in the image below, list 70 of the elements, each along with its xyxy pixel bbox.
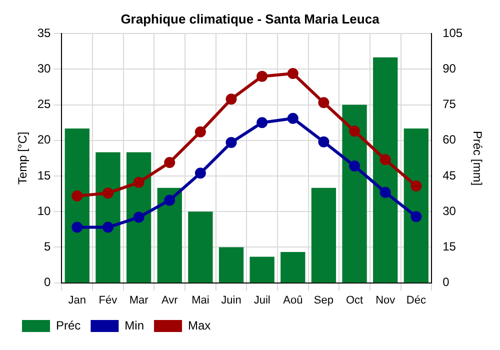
bar <box>64 128 90 283</box>
bar <box>373 57 398 283</box>
point <box>318 136 330 148</box>
y-tick-label: 10 <box>37 204 52 218</box>
point <box>194 126 206 138</box>
bar <box>342 104 367 283</box>
x-tick-label: Déc <box>406 294 426 306</box>
y-tick-label: 20 <box>37 132 52 147</box>
legend-label: Préc <box>56 318 81 332</box>
bar <box>404 128 428 283</box>
bar <box>96 152 120 283</box>
legend-label: Min <box>124 318 144 332</box>
x-tick-label: Fév <box>98 294 118 306</box>
x-tick-label: Oct <box>346 294 364 306</box>
y-tick-label: 0 <box>44 275 52 290</box>
point <box>410 180 422 192</box>
chart-title: Graphique climatique - Santa Maria Leuca <box>120 11 380 26</box>
x-tick-label: Mai <box>192 294 210 306</box>
bar <box>280 252 306 283</box>
y2-tick-label: 105 <box>442 26 463 40</box>
y-tick-label: 30 <box>37 62 52 76</box>
bar <box>311 188 336 283</box>
bar <box>188 212 213 283</box>
y-tick-label: 15 <box>37 168 52 182</box>
point <box>133 212 144 223</box>
point <box>226 137 237 148</box>
x-tick-label: Juin <box>221 294 242 306</box>
point <box>349 126 360 137</box>
x-tick-label: Aoû <box>283 294 303 306</box>
legend-label: Max <box>188 318 211 332</box>
point <box>380 186 391 198</box>
y2-tick-label: 0 <box>442 275 450 290</box>
point <box>72 222 83 233</box>
point <box>287 112 298 124</box>
y2-tick-label: 45 <box>442 168 456 182</box>
point <box>164 194 176 206</box>
point <box>226 94 237 105</box>
x-tick-label: Avr <box>161 294 178 306</box>
point <box>164 156 176 168</box>
y2-tick-label: 60 <box>442 132 456 147</box>
y-tick-label: 35 <box>37 26 52 40</box>
y2-tick-label: 30 <box>442 204 456 218</box>
x-tick-label: Mar <box>129 294 149 306</box>
point <box>410 211 422 222</box>
point <box>349 160 360 172</box>
point <box>194 168 206 179</box>
y2-tick-label: 75 <box>442 97 456 112</box>
y-axis-title: Temp [°C] <box>16 132 30 185</box>
point <box>256 70 268 82</box>
y-tick-label: 25 <box>37 97 52 112</box>
point <box>318 97 330 108</box>
bar <box>126 152 152 283</box>
point <box>380 154 391 166</box>
bar <box>157 188 182 283</box>
point <box>133 176 144 188</box>
x-tick-label: Jan <box>68 294 86 306</box>
y2-tick-label: 15 <box>442 240 456 254</box>
bar <box>218 247 244 283</box>
y2-axis-title: Préc [mm] <box>470 130 484 186</box>
point <box>256 117 268 128</box>
point <box>72 190 83 202</box>
x-tick-label: Sep <box>314 294 334 306</box>
x-tick-label: Juil <box>254 294 270 306</box>
point <box>102 188 114 199</box>
x-tick-label: Nov <box>376 294 396 306</box>
point <box>287 68 298 79</box>
y2-tick-label: 90 <box>442 62 456 76</box>
y-tick-label: 5 <box>44 240 52 254</box>
point <box>102 222 114 233</box>
bar <box>250 256 274 283</box>
